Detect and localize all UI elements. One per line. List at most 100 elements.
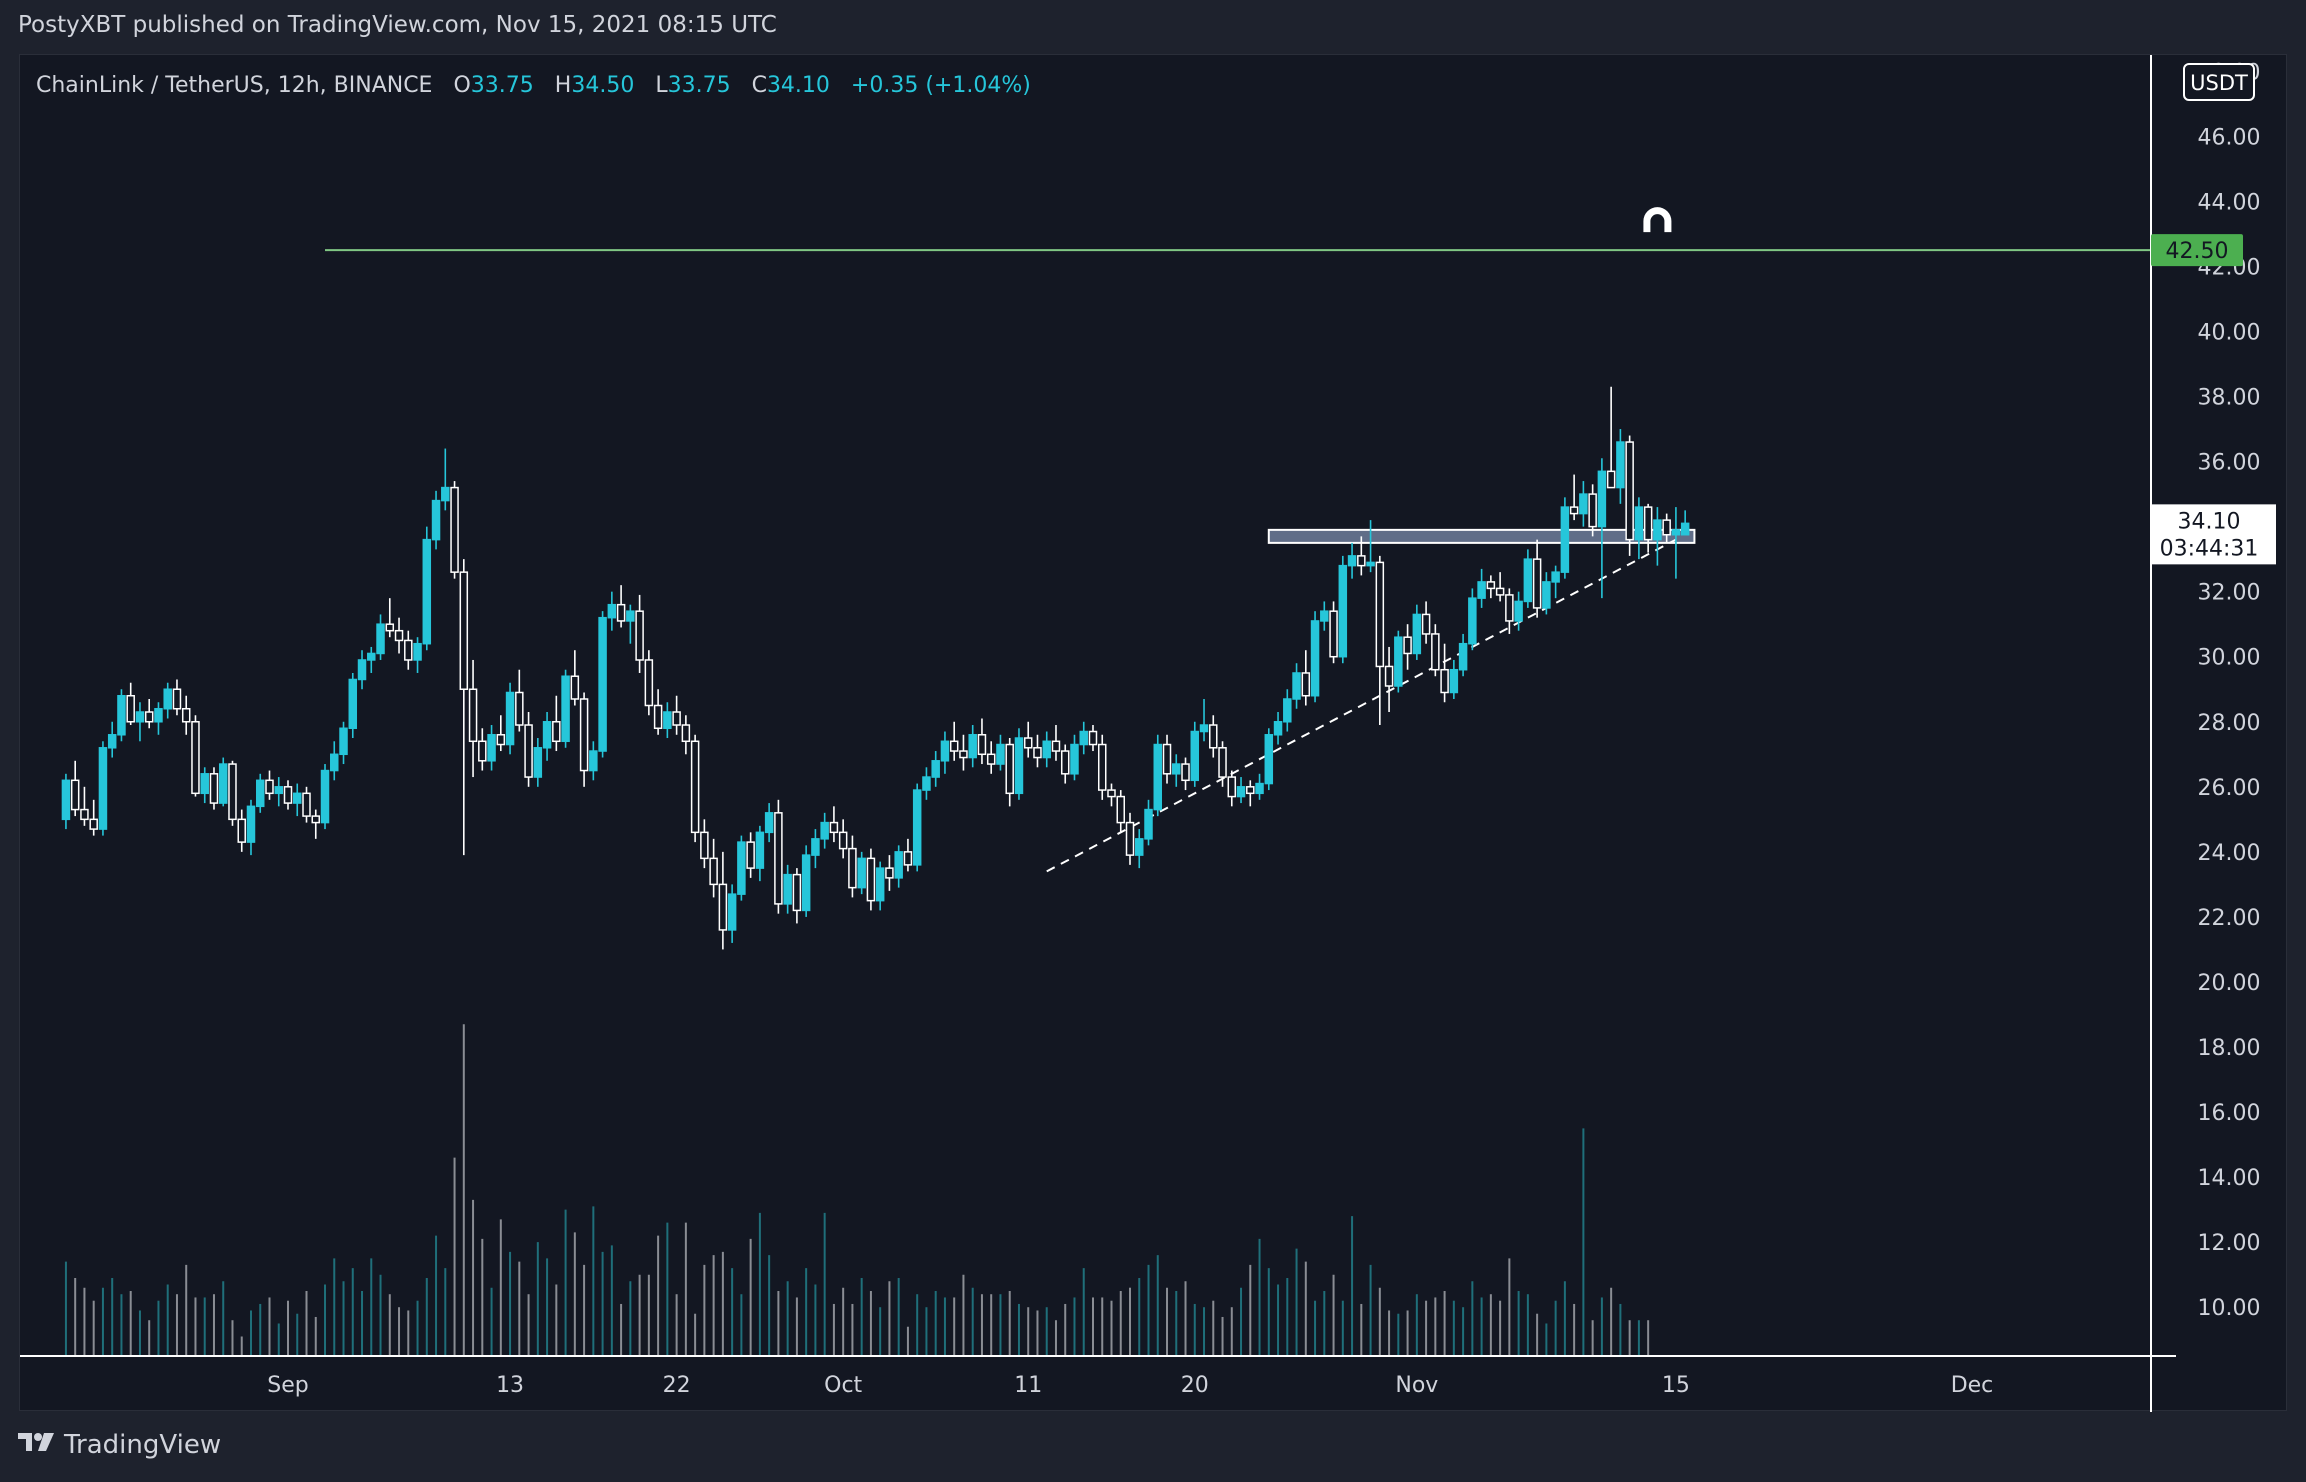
candle-body <box>653 704 663 730</box>
alert-price-tag: 42.50 <box>2151 234 2243 267</box>
candle-body <box>496 734 506 746</box>
candle-body <box>1218 747 1227 778</box>
magnet-icon[interactable] <box>1643 207 1672 233</box>
candle-body <box>487 734 496 762</box>
price-tick-label: 30.00 <box>2198 646 2261 671</box>
candle-body <box>61 779 71 821</box>
candle <box>70 760 80 817</box>
candle-body <box>1255 782 1264 795</box>
candle <box>1468 588 1477 651</box>
candle <box>1412 604 1422 660</box>
candle-body <box>579 698 589 772</box>
candle <box>838 819 848 859</box>
candle <box>1588 484 1597 537</box>
publisher-header: PostyXBT published on TradingView.com, N… <box>18 12 777 38</box>
candle <box>1486 575 1496 599</box>
legend-close-label: C <box>752 73 767 98</box>
candle <box>542 712 552 761</box>
candle-body <box>1125 821 1135 856</box>
time-axis[interactable]: Sep 13 22 Oct 11 20 Nov 15 Dec <box>267 1373 1993 1398</box>
candle <box>172 679 182 716</box>
candle <box>774 799 783 914</box>
candle-body <box>977 734 987 756</box>
drawing-overlays <box>325 249 2151 873</box>
candle-body <box>700 831 709 860</box>
candle-body <box>478 740 487 762</box>
legend-change: +0.35 (+1.04%) <box>851 73 1031 98</box>
candlestick-chart[interactable]: 10.00 12.00 14.00 16.00 18.00 20.00 22.00 24.00… <box>20 55 2288 1412</box>
legend-open-value: 33.75 <box>471 73 534 98</box>
candle <box>1172 754 1181 787</box>
candle-body <box>1662 519 1671 536</box>
candle-body <box>1532 558 1542 609</box>
candle-body <box>792 873 802 912</box>
candle-body <box>135 711 145 723</box>
candle-body <box>1440 668 1449 694</box>
candle <box>922 767 931 800</box>
price-tick-label: 32.00 <box>2198 581 2261 606</box>
candle-body <box>764 812 774 834</box>
candle <box>1357 536 1366 576</box>
candle <box>1014 728 1024 800</box>
candle <box>783 864 792 914</box>
chart-panel[interactable]: 10.00 12.00 14.00 16.00 18.00 20.00 22.00 24.00… <box>19 54 2288 1412</box>
candle <box>653 689 663 735</box>
candle-body <box>1625 441 1634 541</box>
candle <box>1523 549 1533 608</box>
footer-brand[interactable]: TradingView <box>18 1430 221 1460</box>
candle <box>1542 572 1551 615</box>
candle-body <box>959 750 968 759</box>
candle-body <box>1412 613 1422 655</box>
resistance-zone <box>1267 528 1696 544</box>
currency-button[interactable]: USDT <box>2183 63 2255 101</box>
candle-body <box>1579 493 1588 515</box>
candle-body <box>348 678 358 730</box>
candle-body <box>1079 730 1088 746</box>
price-axis[interactable]: 10.00 12.00 14.00 16.00 18.00 20.00 22.00 24.00… <box>2198 60 2261 1321</box>
candle-body <box>1033 747 1042 759</box>
candle <box>496 715 506 752</box>
candle-body <box>441 486 450 502</box>
candle-body <box>922 776 931 791</box>
candle <box>1514 591 1523 631</box>
alert-tag-label: 42.50 <box>2166 239 2229 264</box>
price-tick-label: 46.00 <box>2198 125 2261 150</box>
candle <box>903 838 913 872</box>
candle-body <box>598 616 607 752</box>
candle <box>283 780 293 810</box>
candle <box>561 669 570 748</box>
price-tick-label: 12.00 <box>2198 1231 2261 1256</box>
candle <box>1597 458 1607 599</box>
candle <box>1458 633 1468 677</box>
candle <box>274 777 283 807</box>
candle-body <box>589 750 598 772</box>
candle-body <box>468 688 478 743</box>
legend-high-value: 34.50 <box>571 73 634 98</box>
candle-body <box>1283 698 1292 723</box>
candle <box>1005 738 1014 807</box>
candle <box>700 819 709 869</box>
candle-body <box>154 708 163 723</box>
candle-body <box>931 760 940 778</box>
candle <box>727 884 737 943</box>
candle-body <box>1246 786 1255 795</box>
candle <box>1320 601 1329 631</box>
candle <box>1023 721 1033 758</box>
candle <box>302 786 311 823</box>
candle-body <box>283 786 293 804</box>
price-tag-value: 34.10 <box>2178 509 2241 534</box>
candle <box>1680 510 1690 536</box>
candle <box>441 448 450 511</box>
candle <box>265 770 274 800</box>
candle-body <box>163 688 172 710</box>
candle-body <box>144 711 154 723</box>
candle-body <box>1209 724 1218 749</box>
candle-body <box>1199 724 1209 733</box>
candle <box>505 682 515 755</box>
candle <box>218 757 228 807</box>
candles <box>61 386 1690 950</box>
candle-body <box>255 779 265 808</box>
candle <box>394 617 404 654</box>
candle <box>1079 721 1088 755</box>
